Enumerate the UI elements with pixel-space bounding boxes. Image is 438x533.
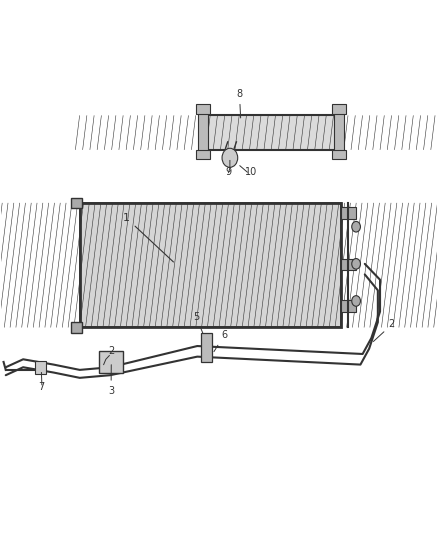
Bar [35, 361, 46, 374]
Text: 3: 3 [108, 365, 114, 396]
Bar [206, 115, 336, 150]
Bar [201, 333, 212, 362]
Bar [196, 104, 210, 114]
Bar [196, 150, 210, 159]
Bar [334, 112, 344, 154]
Text: 2: 2 [108, 346, 114, 356]
Bar [341, 259, 356, 270]
Circle shape [222, 148, 238, 167]
Bar [332, 104, 346, 114]
Text: 8: 8 [237, 89, 243, 118]
Bar [80, 203, 341, 327]
Text: 7: 7 [39, 382, 45, 392]
Bar [80, 203, 341, 327]
Bar [71, 198, 82, 208]
Bar [99, 351, 123, 373]
Bar [206, 115, 336, 150]
Text: 6: 6 [214, 330, 227, 352]
Bar [71, 322, 82, 333]
Bar [80, 203, 341, 327]
Circle shape [352, 221, 360, 232]
Bar [341, 207, 356, 219]
Bar [341, 300, 356, 312]
Text: 2: 2 [373, 319, 395, 342]
Text: 5: 5 [193, 311, 203, 333]
Text: 1: 1 [123, 213, 173, 262]
Bar [332, 150, 346, 159]
Circle shape [352, 259, 360, 269]
Text: 9: 9 [226, 167, 232, 177]
Circle shape [352, 296, 360, 306]
Text: 10: 10 [245, 167, 258, 177]
Bar [206, 115, 336, 150]
Bar [198, 112, 208, 154]
